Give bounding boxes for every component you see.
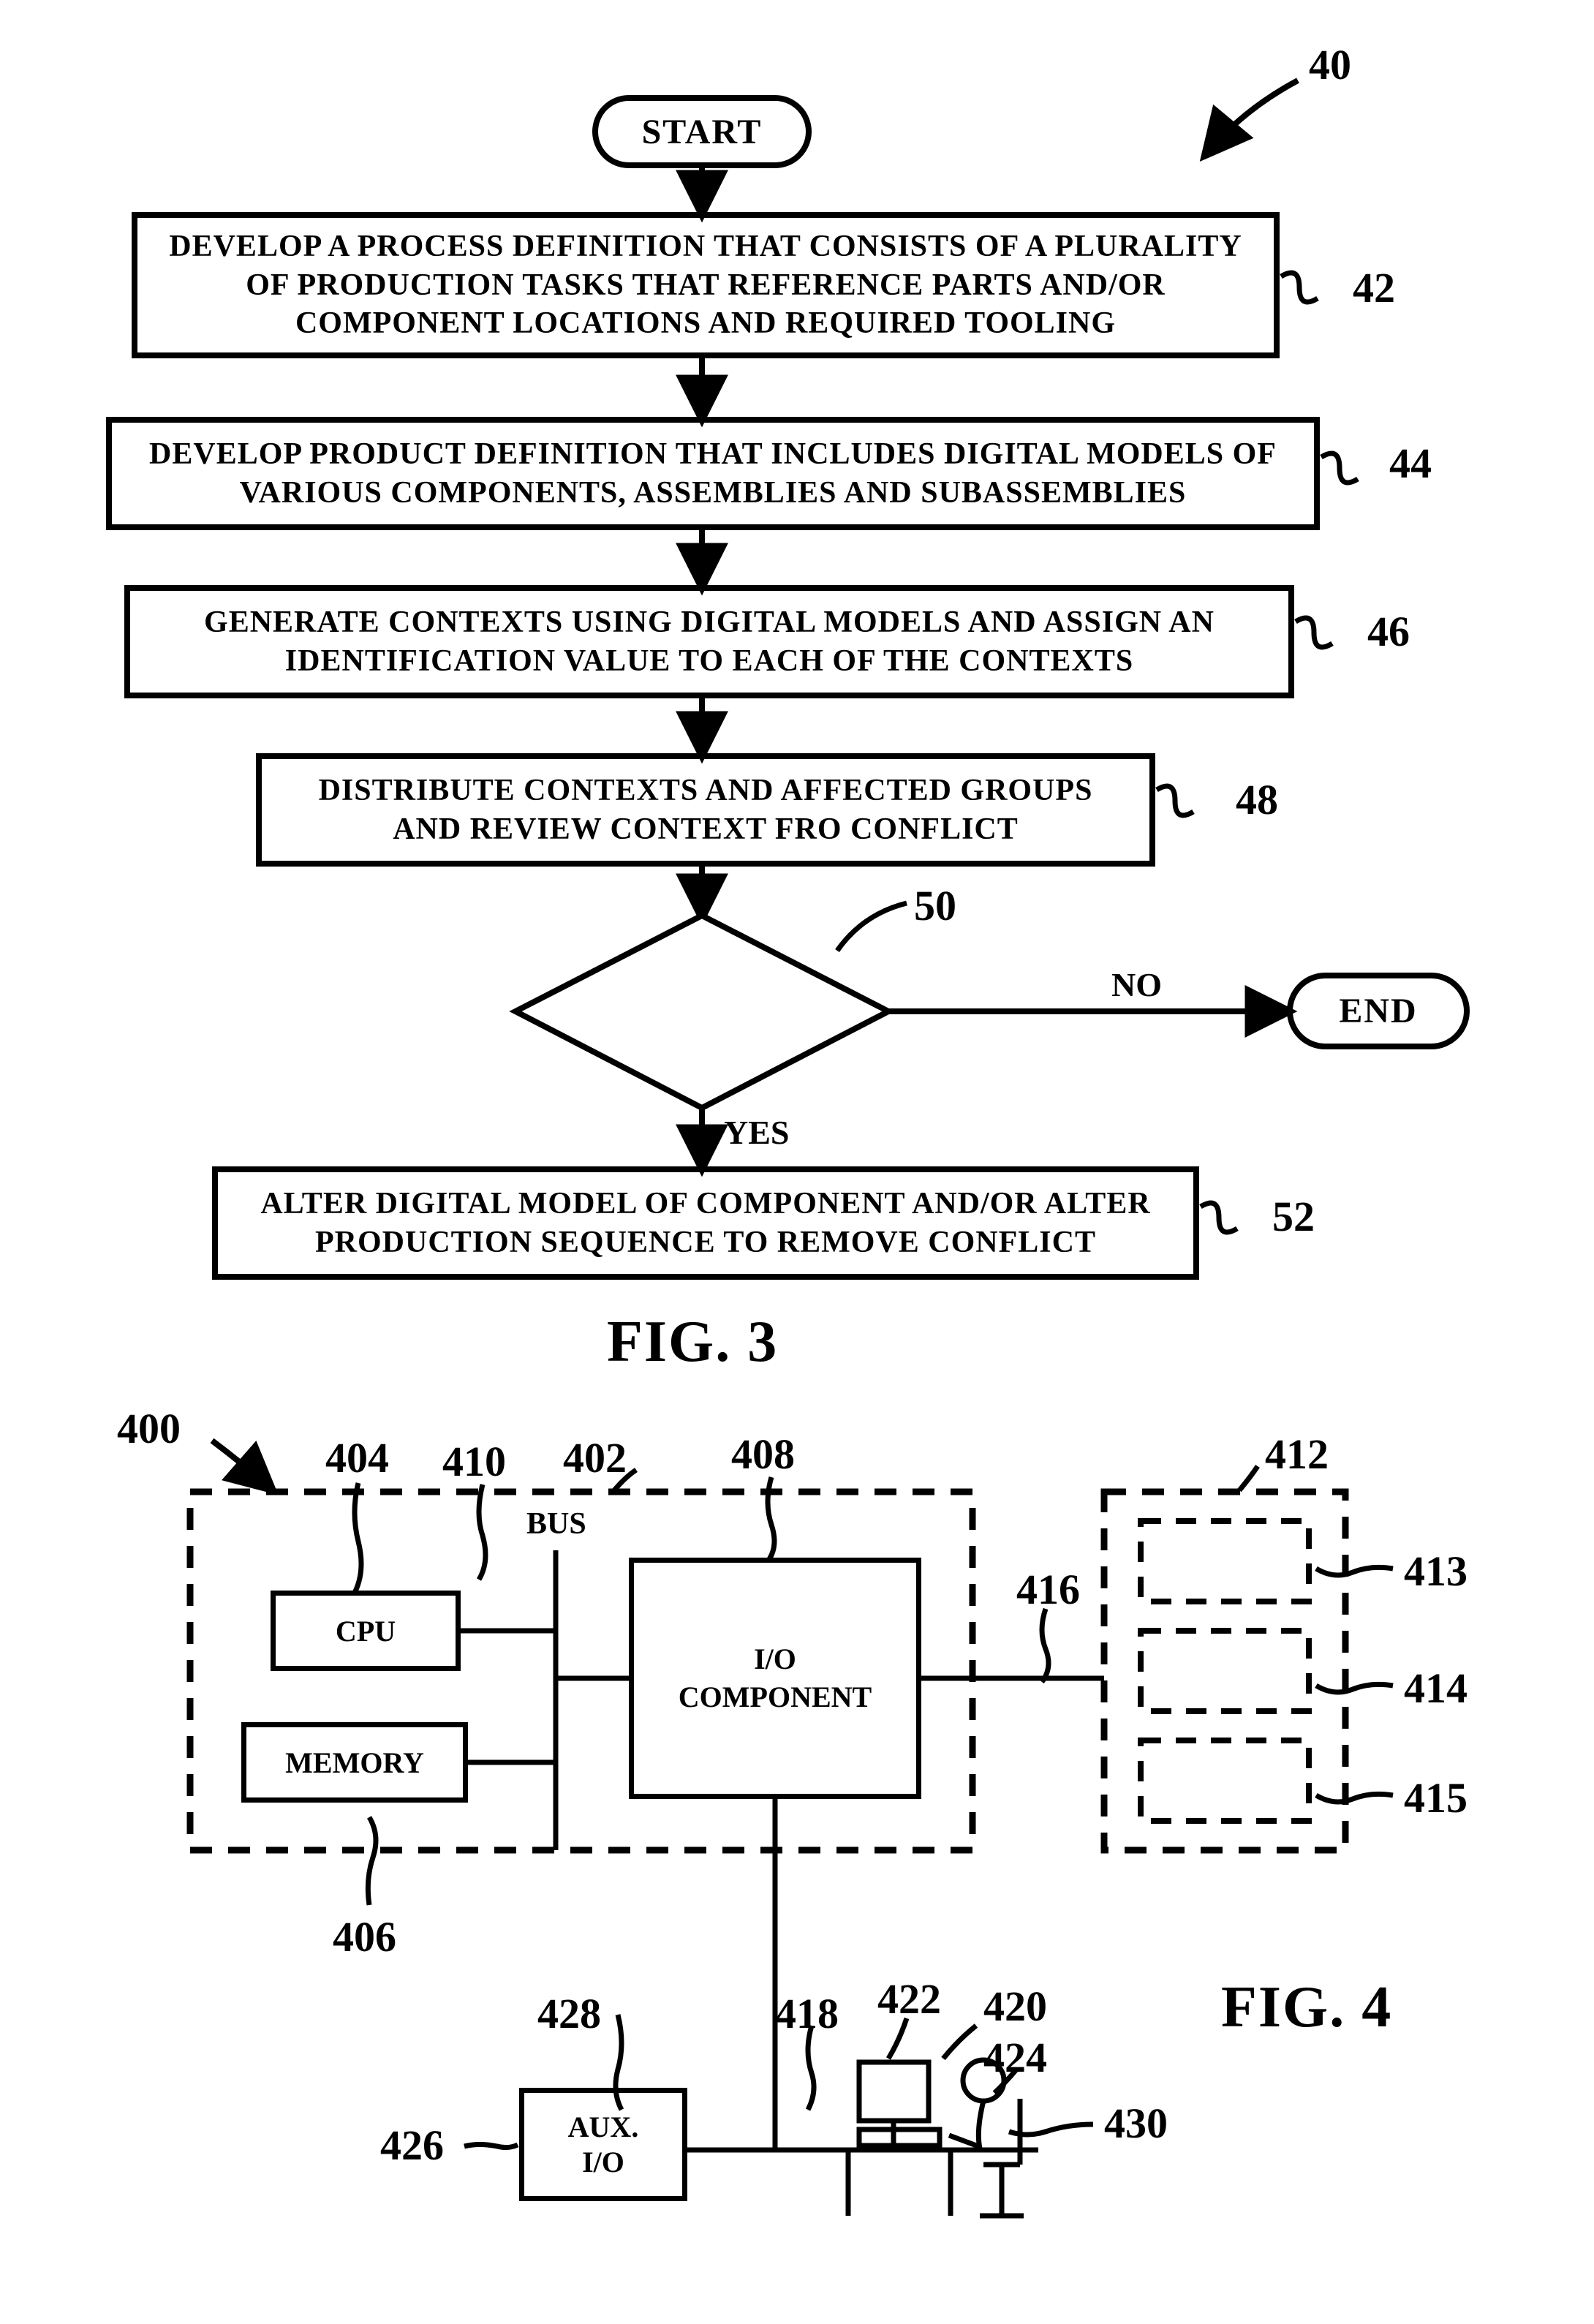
workstation-icon (837, 2060, 1038, 2216)
diagram-canvas: START DEVELOP A PROCESS DEFINITION THAT … (0, 0, 1594, 2324)
svg-layer (0, 0, 1594, 2324)
